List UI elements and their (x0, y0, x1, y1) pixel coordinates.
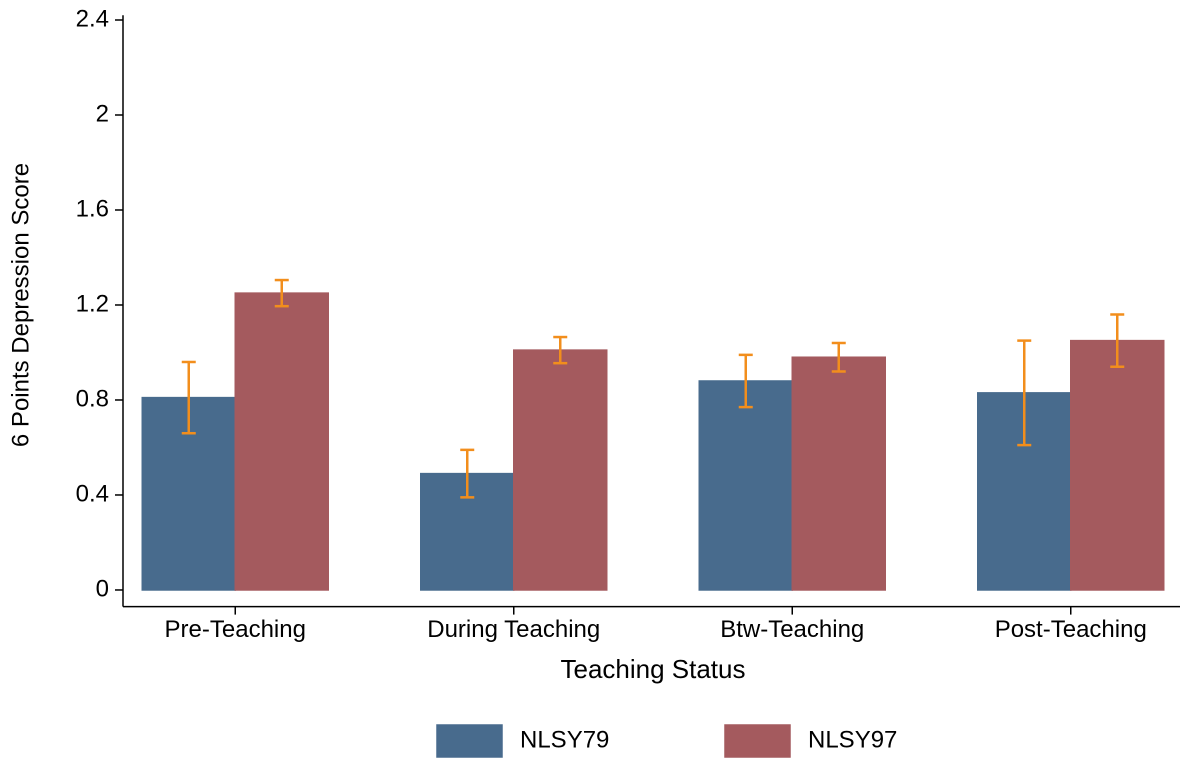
error-bar (831, 341, 846, 373)
y-tick-label: 1.6 (76, 195, 109, 222)
error-bar (460, 448, 475, 499)
y-tick-label: 1.2 (76, 290, 109, 317)
legend-label: NLSY97 (808, 726, 897, 753)
y-tick-label: 0.4 (76, 480, 109, 507)
bar (791, 356, 886, 591)
error-bar (1017, 339, 1032, 447)
x-axis-label: Teaching Status (560, 654, 745, 684)
y-axis-label: 6 Points Depression Score (7, 163, 34, 447)
error-bar (1110, 313, 1125, 368)
bar (234, 292, 329, 591)
y-tick-label: 2.4 (76, 5, 109, 32)
bar (1070, 339, 1165, 591)
error-bar (274, 278, 289, 308)
x-tick-label: During Teaching (427, 616, 600, 643)
error-bar (738, 353, 753, 409)
x-tick-label: Pre-Teaching (165, 616, 306, 643)
bar (698, 380, 793, 591)
bar (513, 349, 608, 591)
legend-label: NLSY79 (520, 726, 609, 753)
x-tick-label: Post-Teaching (995, 616, 1147, 643)
y-tick-label: 2 (96, 100, 109, 127)
error-bar (181, 360, 196, 435)
x-tick-label: Btw-Teaching (720, 616, 864, 643)
legend-swatch (724, 724, 791, 758)
y-tick-label: 0.8 (76, 385, 109, 412)
error-bar (553, 335, 568, 365)
legend-swatch (436, 724, 503, 758)
y-tick-label: 0 (96, 575, 109, 602)
